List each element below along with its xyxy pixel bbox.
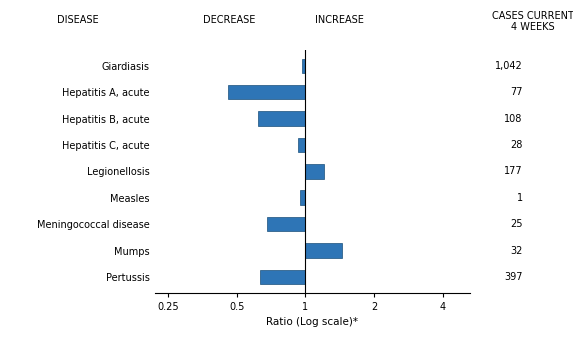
Bar (229, 85, 305, 100)
Text: 28: 28 (511, 140, 523, 150)
Bar (260, 270, 305, 284)
Text: 77: 77 (510, 87, 523, 97)
Text: 1: 1 (516, 193, 523, 203)
X-axis label: Ratio (Log scale)*: Ratio (Log scale)* (266, 317, 358, 327)
Text: 397: 397 (504, 272, 523, 282)
Text: DECREASE: DECREASE (203, 15, 256, 25)
Text: DISEASE: DISEASE (57, 15, 98, 25)
Text: 177: 177 (504, 166, 523, 176)
Text: INCREASE: INCREASE (315, 15, 364, 25)
Bar (298, 138, 305, 152)
Text: CASES CURRENT
4 WEEKS: CASES CURRENT 4 WEEKS (492, 11, 573, 32)
Bar (305, 243, 342, 258)
Bar (305, 164, 324, 178)
Text: 1,042: 1,042 (495, 61, 523, 71)
Bar (267, 217, 305, 231)
Text: 108: 108 (504, 114, 523, 124)
Text: 25: 25 (510, 219, 523, 229)
Bar (300, 191, 305, 205)
Text: 32: 32 (511, 246, 523, 256)
Bar (258, 111, 305, 126)
Bar (303, 59, 305, 73)
